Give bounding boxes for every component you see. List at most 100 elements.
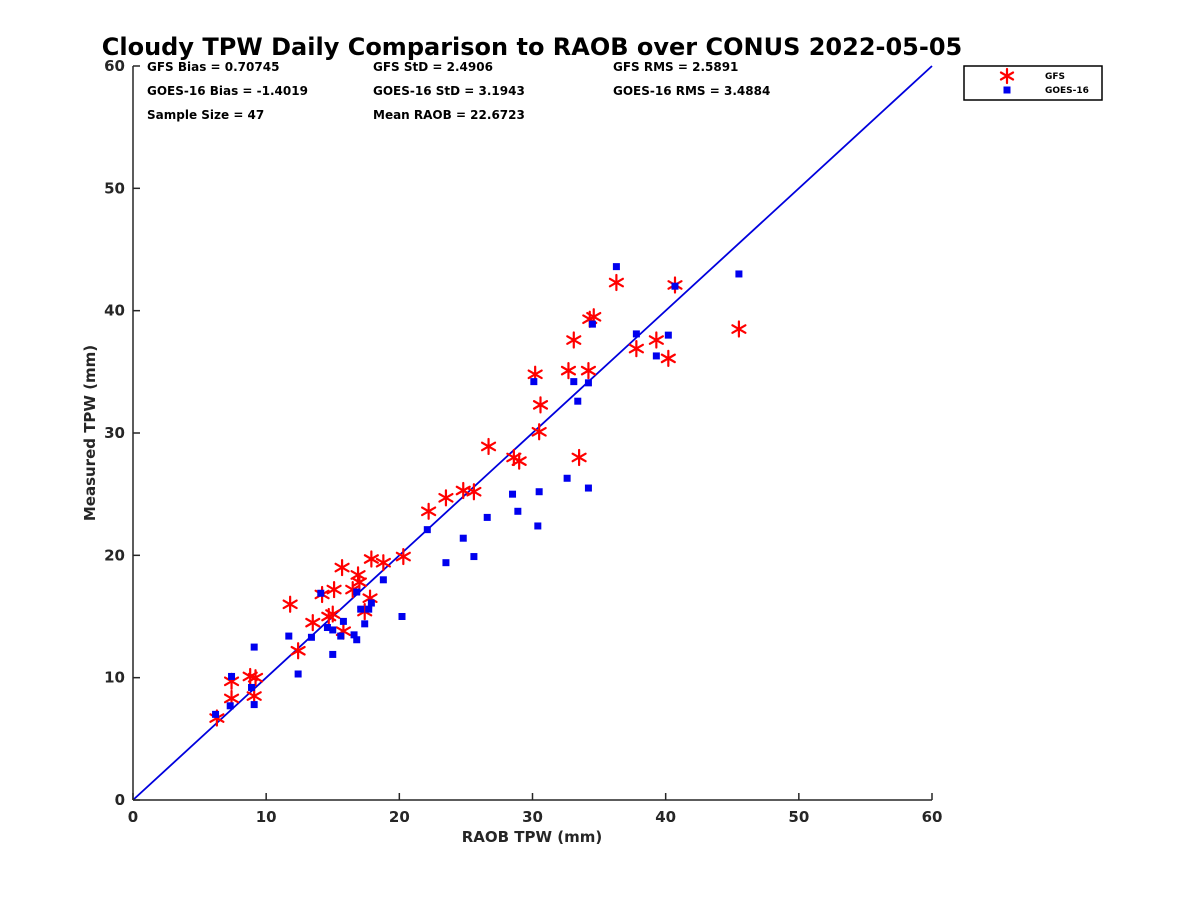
x-tick-label: 20	[389, 808, 410, 826]
goes-16-point	[379, 576, 387, 584]
x-axis-ticks: 0 10 20 30 40 50 60	[128, 793, 943, 826]
goes-16-point	[361, 620, 369, 628]
goes-16-point	[226, 702, 234, 710]
legend-goes-16-square	[1003, 86, 1011, 94]
y-tick-label: 0	[115, 791, 125, 809]
gfs-point	[660, 349, 676, 367]
goes-16-point	[367, 599, 375, 607]
one-to-one-line	[132, 65, 933, 801]
gfs-point	[247, 669, 264, 687]
goes-16-point	[307, 633, 315, 641]
plot-area	[132, 65, 933, 801]
goes-16-point	[323, 624, 331, 632]
y-tick-label: 40	[104, 302, 125, 320]
goes-16-point	[483, 513, 491, 521]
gfs-point	[531, 423, 547, 441]
stat-annotation: GFS StD = 2.4906	[373, 60, 493, 74]
goes-16-point	[357, 605, 365, 613]
y-axis-ticks: 0 10 20 30 40 50 60	[104, 57, 140, 809]
x-tick-label: 10	[256, 808, 277, 826]
goes-16-point	[584, 484, 592, 492]
y-tick-label: 50	[104, 179, 125, 197]
legend: GFS GOES-16	[963, 65, 1103, 101]
goes-16-point	[574, 397, 582, 405]
legend-gfs-label: GFS	[1045, 72, 1065, 82]
gfs-point	[290, 642, 306, 660]
goes-16-point	[671, 282, 679, 290]
gfs-point	[395, 547, 411, 566]
goes-16-point	[442, 559, 450, 567]
goes-16-series	[212, 263, 743, 718]
gfs-point	[334, 558, 350, 577]
goes-16-point	[534, 522, 542, 530]
goes-16-point	[228, 672, 236, 680]
goes-16-point	[509, 490, 517, 498]
x-tick-label: 50	[788, 808, 809, 826]
gfs-point	[363, 550, 379, 568]
gfs-series	[209, 273, 747, 727]
goes-16-point	[570, 378, 578, 386]
goes-16-point	[423, 526, 431, 534]
y-tick-label: 30	[104, 424, 125, 442]
gfs-point	[560, 362, 577, 380]
gfs-point	[731, 320, 747, 338]
goes-16-point	[285, 632, 293, 640]
goes-16-point	[353, 636, 361, 644]
x-tick-label: 40	[655, 808, 676, 826]
y-tick-label: 10	[104, 669, 125, 687]
goes-16-point	[250, 643, 258, 651]
goes-16-point	[535, 488, 543, 496]
stat-annotation: GOES-16 Bias = -1.4019	[147, 84, 308, 98]
axes: 0 10 20 30 40 50 60 0 10 20 30 40 50 60	[104, 57, 942, 826]
gfs-point	[511, 452, 527, 470]
goes-16-point	[632, 330, 640, 338]
goes-16-point	[459, 534, 467, 542]
y-axis-label: Measured TPW (mm)	[81, 345, 99, 521]
gfs-point	[480, 437, 497, 456]
gfs-point	[466, 483, 482, 501]
gfs-point	[246, 687, 262, 705]
legend-gfs-asterisk	[999, 67, 1015, 85]
goes-16-point	[588, 320, 596, 328]
stat-annotation: GFS RMS = 2.5891	[613, 60, 738, 74]
x-axis-label: RAOB TPW (mm)	[462, 828, 603, 846]
legend-goes-16-label: GOES-16	[1045, 86, 1089, 96]
goes-16-point	[664, 331, 672, 339]
chart-title: Cloudy TPW Daily Comparison to RAOB over…	[102, 33, 962, 61]
gfs-point	[325, 605, 341, 623]
goes-16-point	[317, 589, 325, 597]
goes-16-point	[250, 701, 258, 709]
goes-16-point	[337, 632, 345, 640]
goes-16-point	[339, 617, 347, 625]
legend-box	[963, 65, 1103, 101]
gfs-point	[350, 566, 366, 584]
stat-annotation: GOES-16 RMS = 3.4884	[613, 84, 770, 98]
goes-16-point	[353, 588, 361, 596]
goes-16-point	[530, 378, 538, 386]
goes-16-point	[212, 710, 220, 718]
stats-annotations: GFS Bias = 0.70745 GFS StD = 2.4906 GFS RM…	[147, 60, 770, 122]
stat-annotation: Sample Size = 47	[147, 108, 264, 122]
gfs-point	[326, 580, 342, 599]
gfs-point	[305, 614, 321, 632]
gfs-point	[282, 595, 298, 613]
stat-annotation: GOES-16 StD = 3.1943	[373, 84, 525, 98]
gfs-point	[351, 573, 367, 591]
goes-16-point	[329, 626, 337, 634]
goes-16-point	[652, 352, 660, 360]
x-tick-label: 60	[922, 808, 943, 826]
gfs-point	[628, 339, 644, 358]
gfs-point	[438, 489, 454, 507]
goes-16-point	[584, 379, 592, 387]
goes-16-point	[248, 683, 256, 691]
goes-16-point	[365, 605, 373, 613]
x-tick-label: 0	[128, 808, 138, 826]
y-tick-label: 20	[104, 546, 125, 564]
gfs-point	[571, 448, 587, 467]
goes-16-point	[563, 474, 571, 482]
goes-16-point	[735, 270, 743, 278]
gfs-point	[648, 331, 664, 349]
gfs-point	[421, 502, 437, 520]
goes-16-point	[398, 613, 406, 620]
